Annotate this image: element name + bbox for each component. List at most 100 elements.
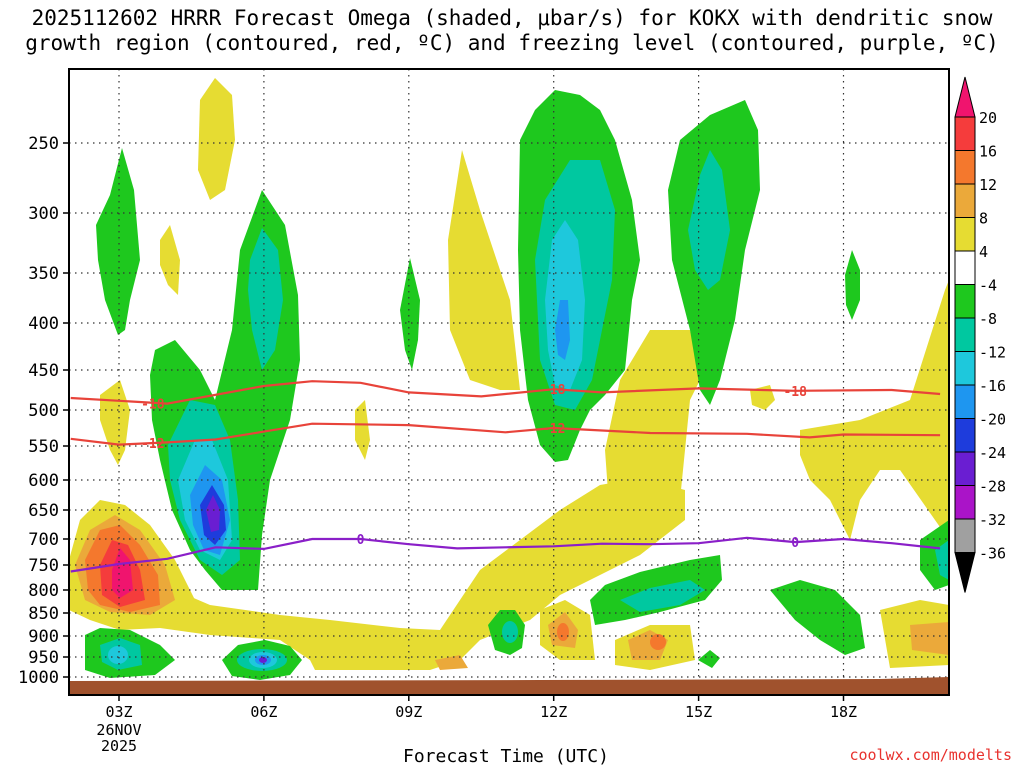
- xtick-label-15Z: 15Z: [685, 703, 712, 721]
- omega-purple-05z: [206, 495, 220, 532]
- omega-yellow-05z-top: [198, 78, 235, 200]
- ytick-label-700: 700: [28, 530, 59, 550]
- colorbar-label-0: 20: [979, 109, 997, 127]
- colorbar-label-6: -8: [979, 310, 997, 328]
- contour-label-freezing_0-1: 0: [791, 536, 799, 551]
- contour-label-dgz_minus18-0: -18: [141, 398, 165, 413]
- contour-label-freezing_0-0: 0: [357, 533, 365, 548]
- contour-freezing_0: [70, 536, 941, 573]
- omega-yellow-04z-top: [160, 225, 180, 295]
- colorbar-label-13: -36: [979, 545, 1006, 563]
- contour-dgz_minus12: [70, 422, 941, 446]
- chart-title-line1: 2025112602 HRRR Forecast Omega (shaded, …: [31, 6, 993, 30]
- omega-magenta-03z: [112, 548, 133, 598]
- gridlines: [69, 69, 949, 695]
- omega-blue-12z: [555, 300, 570, 360]
- contour-dgz_minus18: [70, 380, 941, 405]
- ytick-label-350: 350: [28, 264, 59, 284]
- chart-title-line2: growth region (contoured, red, ºC) and f…: [25, 31, 999, 55]
- omega-orange-14z: [650, 634, 666, 650]
- omega-yellow-03z-mid: [100, 380, 130, 465]
- colorbar-bin-3: [954, 183, 976, 218]
- omega-yellow-16z: [750, 385, 775, 410]
- omega-yellow-10z: [448, 150, 520, 390]
- contour-label-dgz_minus12-0: -12: [141, 437, 164, 452]
- colorbar-bin-11: [954, 451, 976, 486]
- omega-yellow-14z: [605, 330, 700, 520]
- omega-green-09z: [400, 258, 420, 370]
- colorbar-bin-1: [954, 116, 976, 151]
- omega-teal-11z-low: [502, 621, 518, 643]
- ytick-label-800: 800: [28, 581, 59, 601]
- colorbar-bin-13: [954, 518, 976, 553]
- colorbar-label-8: -16: [979, 377, 1006, 395]
- xtick-label-18Z: 18Z: [830, 703, 857, 721]
- colorbar-bin-7: [954, 317, 976, 352]
- credit-text: coolwx.com/modelts: [849, 746, 1012, 764]
- plot-frame: [68, 68, 950, 696]
- ytick-label-950: 950: [28, 648, 59, 668]
- colorbar-label-5: -4: [979, 277, 997, 295]
- colorbar-bin-6: [954, 284, 976, 319]
- colorbar-arrow-bottom: [954, 552, 976, 593]
- colorbar: 20 16 12 8 4 -4 -8 -12 -16 -20 -24 -28 -32 -36: [954, 76, 1006, 593]
- ground-surface: [69, 677, 949, 694]
- date-label-line1: 26NOV: [96, 721, 142, 739]
- date-label: 26NOV 2025: [89, 722, 149, 754]
- colorbar-bin-5: [954, 250, 976, 285]
- y-axis-ticks: 250 300 350 400 450 500 550 600 650 700 750 800 850 9…: [18, 134, 69, 688]
- xtick-label-03Z: 03Z: [105, 703, 132, 721]
- colorbar-bin-8: [954, 351, 976, 386]
- ytick-label-550: 550: [28, 437, 59, 457]
- x-axis-ticks: 03Z 06Z 09Z 12Z 15Z 18Z: [105, 695, 857, 721]
- x-axis-label: Forecast Time (UTC): [403, 746, 609, 767]
- contour-label-dgz_minus12-1: -12: [542, 422, 565, 437]
- colorbar-label-4: 4: [979, 243, 988, 261]
- ytick-label-400: 400: [28, 314, 59, 334]
- ytick-label-1000: 1000: [18, 668, 59, 688]
- omega-cyan-03z-low: [108, 646, 128, 664]
- colorbar-label-1: 16: [979, 143, 997, 161]
- colorbar-label-11: -28: [979, 478, 1006, 496]
- omega-orange-12z: [557, 623, 569, 641]
- colorbar-label-9: -20: [979, 411, 1006, 429]
- ytick-label-250: 250: [28, 134, 59, 154]
- contour-lines: -18 -18 -18 -12 -12 0 0: [70, 380, 941, 573]
- colorbar-label-7: -12: [979, 344, 1006, 362]
- colorbar-bin-4: [954, 217, 976, 252]
- ytick-label-300: 300: [28, 204, 59, 224]
- omega-gold-10z: [435, 655, 468, 670]
- omega-yellow-08z: [355, 400, 370, 460]
- ytick-label-750: 750: [28, 556, 59, 576]
- xtick-label-12Z: 12Z: [540, 703, 567, 721]
- omega-green-18z: [845, 250, 860, 320]
- colorbar-label-10: -24: [979, 444, 1006, 462]
- date-label-line2: 2025: [100, 737, 138, 755]
- omega-purple-06z-low: [259, 657, 267, 663]
- colorbar-bin-12: [954, 485, 976, 520]
- colorbar-bin-9: [954, 384, 976, 419]
- colorbar-arrow-top: [954, 76, 976, 118]
- omega-green-03z-top: [96, 148, 140, 335]
- omega-teal-06z: [248, 228, 283, 370]
- omega-yellow-18z-20z: [800, 280, 949, 540]
- colorbar-bin-10: [954, 418, 976, 453]
- omega-yellow-lower: [69, 478, 685, 670]
- colorbar-bin-2: [954, 150, 976, 185]
- omega-green-18z-low: [770, 580, 865, 655]
- xtick-label-09Z: 09Z: [395, 703, 422, 721]
- omega-teal-15z-low: [620, 580, 705, 612]
- ytick-label-450: 450: [28, 361, 59, 381]
- ytick-label-900: 900: [28, 627, 59, 647]
- chart-title: 2025112602 HRRR Forecast Omega (shaded, …: [0, 6, 1024, 56]
- contour-label-dgz_minus18-2: -18: [783, 385, 807, 400]
- ground-fill: [69, 677, 949, 694]
- ytick-label-500: 500: [28, 401, 59, 421]
- colorbar-label-2: 12: [979, 176, 997, 194]
- omega-gold-20z: [910, 622, 949, 655]
- omega-teal-20z: [935, 540, 949, 580]
- ytick-label-850: 850: [28, 604, 59, 624]
- colorbar-label-3: 8: [979, 210, 988, 228]
- ytick-label-650: 650: [28, 501, 59, 521]
